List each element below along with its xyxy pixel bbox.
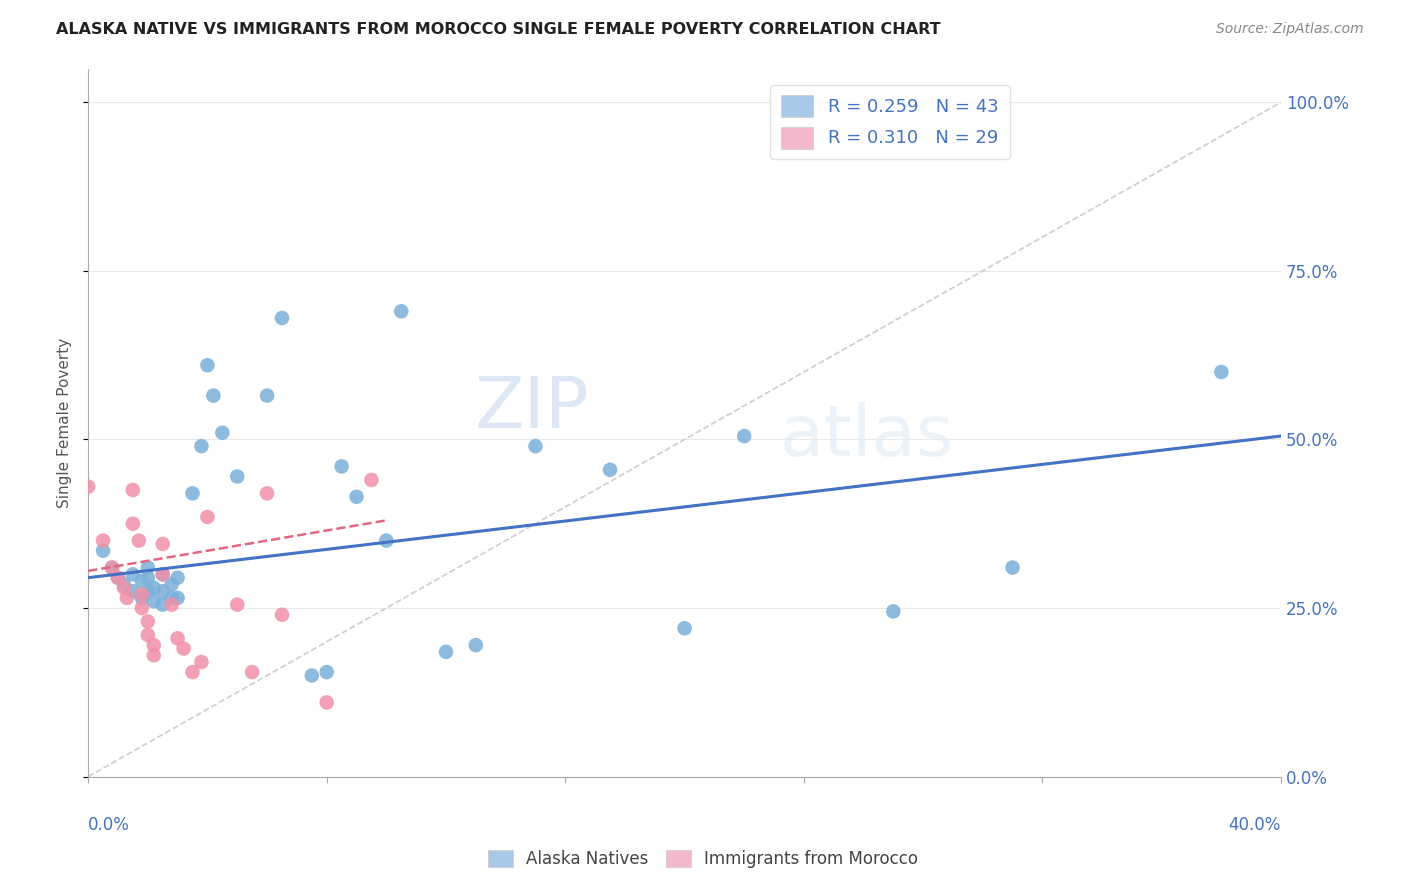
- Point: [166, 591, 188, 605]
- Point: [142, 594, 165, 608]
- Point: [77, 480, 100, 494]
- Point: [226, 598, 249, 612]
- Point: [136, 628, 159, 642]
- Point: [190, 439, 212, 453]
- Y-axis label: Single Female Poverty: Single Female Poverty: [58, 337, 72, 508]
- Point: [197, 358, 219, 372]
- Point: [131, 574, 153, 588]
- Point: [271, 607, 294, 622]
- Point: [128, 533, 150, 548]
- Point: [152, 567, 174, 582]
- Point: [142, 581, 165, 595]
- Point: [152, 584, 174, 599]
- Point: [882, 604, 904, 618]
- Point: [202, 388, 225, 402]
- Text: atlas: atlas: [780, 402, 955, 471]
- Point: [673, 621, 696, 635]
- Point: [136, 560, 159, 574]
- Point: [166, 632, 188, 646]
- Point: [107, 571, 129, 585]
- Text: Source: ZipAtlas.com: Source: ZipAtlas.com: [1216, 22, 1364, 37]
- Point: [240, 665, 263, 679]
- Point: [197, 510, 219, 524]
- Point: [136, 584, 159, 599]
- Point: [112, 577, 135, 591]
- Point: [122, 584, 145, 599]
- Point: [122, 483, 145, 497]
- Point: [434, 645, 457, 659]
- Point: [226, 469, 249, 483]
- Point: [122, 516, 145, 531]
- Point: [211, 425, 233, 440]
- Point: [122, 567, 145, 582]
- Point: [142, 648, 165, 663]
- Text: ALASKA NATIVE VS IMMIGRANTS FROM MOROCCO SINGLE FEMALE POVERTY CORRELATION CHART: ALASKA NATIVE VS IMMIGRANTS FROM MOROCCO…: [56, 22, 941, 37]
- Point: [181, 486, 204, 500]
- Point: [160, 598, 183, 612]
- Point: [131, 601, 153, 615]
- Point: [256, 388, 278, 402]
- Point: [1211, 365, 1233, 379]
- Point: [152, 567, 174, 582]
- Point: [181, 665, 204, 679]
- Point: [301, 668, 323, 682]
- Point: [330, 459, 353, 474]
- Text: 0.0%: 0.0%: [89, 815, 129, 833]
- Point: [346, 490, 368, 504]
- Point: [599, 463, 621, 477]
- Point: [166, 571, 188, 585]
- Point: [112, 581, 135, 595]
- Point: [101, 560, 124, 574]
- Text: 40.0%: 40.0%: [1229, 815, 1281, 833]
- Point: [152, 537, 174, 551]
- Point: [107, 571, 129, 585]
- Point: [91, 533, 114, 548]
- Point: [315, 665, 337, 679]
- Point: [160, 591, 183, 605]
- Point: [733, 429, 755, 443]
- Legend: R = 0.259   N = 43, R = 0.310   N = 29: R = 0.259 N = 43, R = 0.310 N = 29: [770, 85, 1010, 160]
- Point: [136, 571, 159, 585]
- Point: [142, 638, 165, 652]
- Point: [131, 588, 153, 602]
- Point: [524, 439, 547, 453]
- Point: [101, 560, 124, 574]
- Point: [131, 591, 153, 605]
- Point: [152, 598, 174, 612]
- Point: [389, 304, 412, 318]
- Point: [360, 473, 382, 487]
- Point: [190, 655, 212, 669]
- Point: [256, 486, 278, 500]
- Legend: Alaska Natives, Immigrants from Morocco: Alaska Natives, Immigrants from Morocco: [481, 843, 925, 875]
- Point: [375, 533, 398, 548]
- Point: [115, 591, 138, 605]
- Point: [160, 577, 183, 591]
- Point: [1001, 560, 1024, 574]
- Point: [315, 695, 337, 709]
- Point: [464, 638, 486, 652]
- Point: [271, 311, 294, 326]
- Point: [173, 641, 195, 656]
- Point: [91, 543, 114, 558]
- Text: ZIP: ZIP: [475, 374, 589, 443]
- Point: [136, 615, 159, 629]
